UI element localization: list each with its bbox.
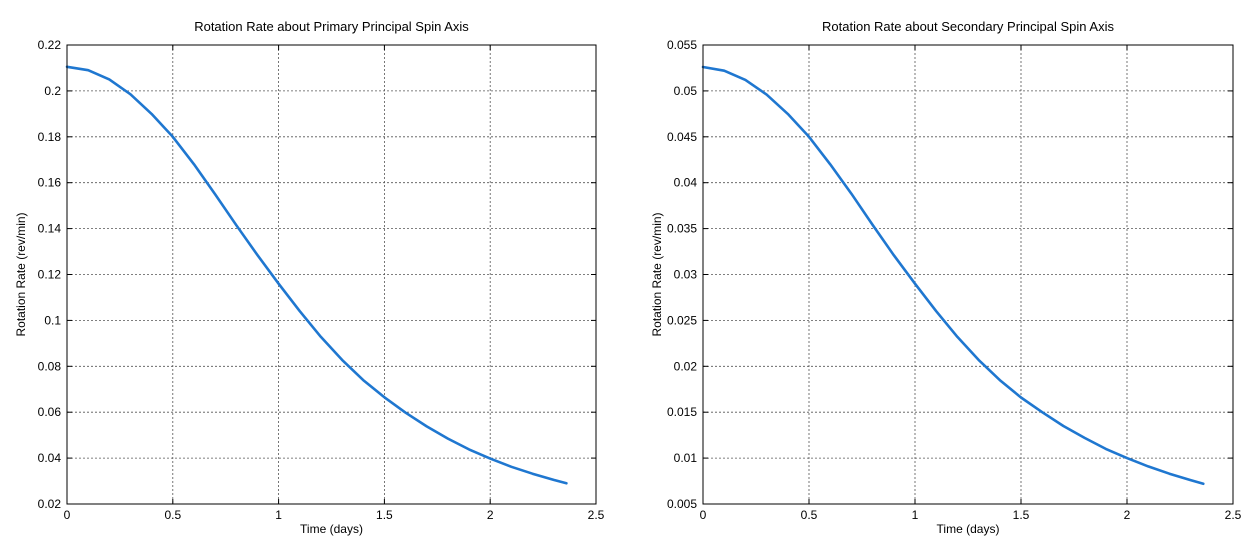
primary-axis-panel: 0 0.5 1 1.5 2 2.5 0.02 0.04 0.06 0.08 0.1 0.12 0.14 0…	[14, 19, 605, 536]
y-tick-label: 0.01	[674, 451, 698, 465]
y-tick-label: 0.055	[667, 38, 697, 52]
x-tick-label: 1.5	[1013, 508, 1030, 522]
x-tick-label: 0.5	[801, 508, 818, 522]
x-tick-label: 2.5	[1225, 508, 1242, 522]
axes-frame	[66, 44, 597, 505]
x-axis-label: Time (days)	[300, 522, 363, 536]
x-tick-label: 2	[1124, 508, 1131, 522]
x-tick-label: 0	[700, 508, 707, 522]
y-tick-label: 0.025	[667, 313, 697, 327]
x-axis-label: Time (days)	[937, 522, 1000, 536]
chart-title: Rotation Rate about Primary Principal Sp…	[194, 19, 469, 34]
y-tick-label: 0.035	[667, 222, 697, 236]
x-tick-label: 0	[64, 508, 71, 522]
x-tick-label: 2.5	[588, 508, 605, 522]
y-tick-label: 0.18	[38, 130, 62, 144]
y-tick-label: 0.1	[44, 313, 61, 327]
y-tick-label: 0.03	[674, 268, 698, 282]
y-tick-label: 0.06	[38, 405, 62, 419]
x-tick-label: 0.5	[164, 508, 181, 522]
x-tick-label: 1	[912, 508, 919, 522]
y-tick-label: 0.005	[667, 497, 697, 511]
secondary-axis-panel: 0 0.5 1 1.5 2 2.5 0.005 0.01 0.015 0.02 0.025 0.03 0…	[650, 19, 1242, 536]
y-tick-label: 0.14	[38, 222, 62, 236]
x-tick-label: 2	[487, 508, 494, 522]
x-tick-label: 1	[275, 508, 282, 522]
y-tick-label: 0.08	[38, 359, 62, 373]
y-tick-label: 0.22	[38, 38, 62, 52]
y-tick-label: 0.2	[44, 84, 61, 98]
y-tick-label: 0.16	[38, 176, 62, 190]
y-tick-label: 0.12	[38, 268, 62, 282]
y-tick-label: 0.015	[667, 405, 697, 419]
x-tick-label: 1.5	[376, 508, 393, 522]
axes-frame	[702, 44, 1234, 505]
series-line	[701, 65, 1205, 486]
y-axis-label: Rotation Rate (rev/min)	[650, 212, 664, 336]
series-line	[65, 65, 568, 485]
y-axis-label: Rotation Rate (rev/min)	[14, 212, 28, 336]
y-tick-label: 0.05	[674, 84, 698, 98]
y-tick-label: 0.02	[38, 497, 62, 511]
y-tick-label: 0.04	[674, 176, 698, 190]
y-tick-label: 0.04	[38, 451, 62, 465]
y-tick-label: 0.02	[674, 359, 698, 373]
chart-title: Rotation Rate about Secondary Principal …	[822, 19, 1114, 34]
y-tick-label: 0.045	[667, 130, 697, 144]
